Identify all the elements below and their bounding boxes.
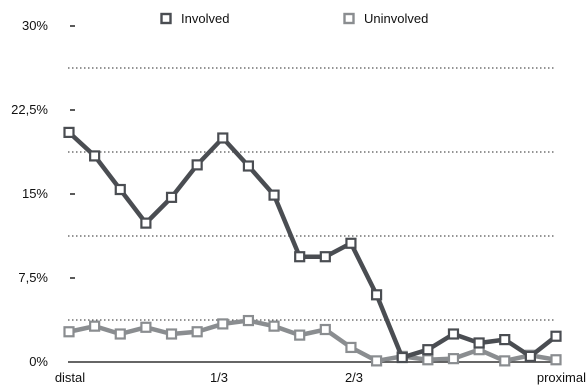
data-point-uninvolved: [268, 320, 280, 332]
data-point-involved: [165, 191, 178, 203]
data-point-uninvolved: [294, 329, 306, 341]
series-uninvolved: [63, 314, 562, 367]
data-point-involved: [524, 350, 536, 362]
data-point-uninvolved: [89, 320, 101, 332]
data-point-uninvolved: [114, 328, 126, 340]
y-axis: 0% 7,5% 15% 22,5% 30%: [11, 18, 75, 369]
data-point-uninvolved: [422, 354, 434, 366]
data-point-uninvolved: [242, 314, 255, 327]
x-tick-label: 2/3: [345, 370, 363, 385]
data-point-uninvolved: [319, 323, 331, 336]
legend-marker: [343, 12, 355, 25]
data-point-uninvolved: [217, 318, 229, 330]
series-layer: [63, 126, 562, 367]
data-point-involved: [550, 330, 562, 342]
data-point-uninvolved: [499, 355, 511, 367]
x-tick-label: proximal: [537, 370, 586, 385]
data-point-involved: [268, 189, 280, 201]
legend-item-uninvolved: Uninvolved: [343, 11, 428, 26]
legend-item-involved: Involved: [160, 11, 229, 26]
legend-label: Involved: [181, 11, 229, 26]
data-point-uninvolved: [140, 321, 152, 333]
data-point-involved: [396, 351, 408, 364]
data-point-involved: [473, 337, 485, 349]
x-tick-label: 1/3: [210, 370, 228, 385]
data-point-involved: [217, 132, 229, 144]
data-point-involved: [345, 237, 357, 249]
series-involved: [63, 126, 562, 364]
y-tick-label: 15%: [22, 186, 48, 201]
data-point-uninvolved: [447, 353, 460, 365]
data-point-involved: [114, 183, 126, 196]
x-axis: distal 1/3 2/3 proximal: [55, 361, 586, 385]
data-point-involved: [242, 160, 255, 172]
data-point-involved: [63, 126, 75, 139]
data-point-uninvolved: [63, 326, 75, 338]
data-point-uninvolved: [370, 355, 383, 367]
data-point-involved: [499, 334, 511, 346]
y-tick-label: 30%: [22, 18, 48, 33]
legend: Involved Uninvolved: [160, 11, 428, 26]
data-point-uninvolved: [165, 328, 178, 340]
data-point-involved: [294, 251, 306, 263]
data-point-uninvolved: [345, 341, 357, 354]
data-point-uninvolved: [550, 354, 562, 366]
data-point-involved: [140, 217, 152, 229]
data-point-involved: [319, 251, 331, 263]
y-tick-label: 22,5%: [11, 102, 48, 117]
x-tick-label: distal: [55, 370, 85, 385]
y-tick-label: 7,5%: [18, 270, 48, 285]
y-tick-label: 0%: [29, 354, 48, 369]
data-point-uninvolved: [191, 326, 203, 338]
legend-marker: [160, 12, 172, 25]
data-point-involved: [89, 150, 101, 162]
gridlines: [68, 67, 555, 321]
data-point-involved: [370, 289, 383, 301]
legend-label: Uninvolved: [364, 11, 428, 26]
data-point-involved: [422, 344, 434, 356]
data-point-involved: [191, 159, 203, 171]
data-point-involved: [447, 328, 460, 340]
